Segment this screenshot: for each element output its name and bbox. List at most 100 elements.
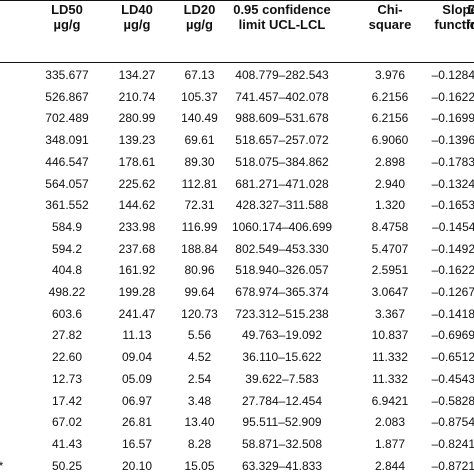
cell-ld40: 09.04	[121, 350, 153, 365]
cell-chi: 2.940	[374, 176, 406, 191]
cell-ld50: 498.22	[48, 285, 86, 299]
cell-slope: –0.126731	[431, 285, 474, 299]
cell-df: 4	[466, 285, 474, 299]
table-row: 67.02 26.81 13.40 95.511–52.909 2.083 –0.8754…	[0, 411, 474, 433]
cell-chi: 2.083	[374, 415, 406, 430]
cell-ld20: 69.61	[184, 133, 215, 148]
cell-ld20: 116.99	[181, 219, 218, 234]
cell-chi: 2.5951	[371, 263, 409, 278]
cell-ci: 49.763–19.092	[241, 328, 323, 343]
cell-ld50: 564.057	[45, 176, 89, 191]
cell-df: 4	[466, 90, 474, 104]
cell-ld40: 161.92	[118, 263, 156, 278]
column-header-df: Degre freedo	[466, 2, 474, 32]
cell-slope: –0.165391	[431, 198, 474, 213]
cell-chi: 1.320	[374, 198, 406, 213]
cell-ld40: 210.74	[118, 89, 156, 104]
table-row: 17.42 06.97 3.48 27.784–12.454 6.9421 –0.5828…	[0, 390, 474, 412]
cell-chi: 3.976	[374, 68, 406, 82]
cell-df: 4	[466, 242, 474, 256]
cell-slope: –0.824196	[431, 436, 474, 451]
table-row: 702.489 280.99 140.49 988.609–531.678 6.2156…	[0, 107, 474, 129]
cell-ci: 58.871–32.508	[241, 436, 323, 451]
cell-ld50: 361.552	[45, 198, 89, 213]
cell-chi: 8.4758	[371, 219, 409, 234]
table-row: n* 50.25 20.10 15.05 63.329–41.833 2.844 –0.87…	[0, 455, 474, 474]
cell-slope: –0.145411	[432, 219, 474, 234]
cell-ld50: 67.02	[51, 415, 83, 430]
cell-ld40: 20.10	[121, 458, 153, 473]
cell-ld50: 584.9	[51, 219, 83, 234]
cell-ld50: 594.2	[51, 241, 83, 256]
cell-ci: 27.784–12.454	[241, 393, 323, 408]
cell-ci: 518.940–326.057	[235, 263, 329, 278]
cell-df: 4	[466, 459, 474, 473]
cell-ld50: 526.867	[45, 89, 89, 104]
cell-df: 4	[466, 350, 474, 364]
cell-df: 4	[466, 263, 474, 277]
table-row: 22.60 09.04 4.52 36.110–15.622 11.332 –0.6512…	[0, 346, 474, 368]
cell-ld50: 348.091	[45, 133, 89, 148]
cell-ld40: 233.98	[118, 219, 156, 234]
cell-ld50: 335.677	[45, 68, 89, 82]
table-row: 27.82 11.13 5.56 49.763–19.092 10.837 –0.6969…	[0, 324, 474, 346]
cell-ci: 741.457–402.078	[235, 89, 329, 104]
cell-ld40: 26.81	[121, 415, 153, 430]
cell-ld20: 4.52	[187, 350, 212, 365]
cell-df: 4	[466, 394, 474, 408]
cell-slope: –0.149286	[431, 241, 474, 256]
cell-ci: 428.327–311.588	[235, 198, 329, 213]
column-header-ld50: LD50 µg/g	[51, 2, 83, 32]
cell-df: 4	[466, 68, 474, 82]
cell-ld20: 15.05	[184, 458, 215, 473]
table-row: 335.677 134.27 67.13 408.779–282.543 3.976 –0…	[0, 64, 474, 86]
cell-ld20: 2.54	[187, 371, 212, 386]
cell-ld40: 11.13	[122, 328, 152, 343]
column-header-ci: 0.95 confidence limit UCL-LCL	[233, 2, 331, 32]
table-top-rule	[0, 0, 474, 1]
cell-df: 4	[466, 307, 474, 321]
cell-ld40: 237.68	[118, 241, 156, 256]
cell-ci: 408.779–282.543	[235, 68, 329, 82]
cell-slope: –0.169926	[431, 111, 474, 126]
cell-ci: 63.329–41.833	[241, 458, 323, 473]
cell-ld20: 120.73	[181, 306, 218, 321]
cell-slope: –0.141853	[431, 306, 474, 321]
cell-chi: 5.4707	[371, 241, 409, 256]
table-row: 41.43 16.57 8.28 58.871–32.508 1.877 –0.82419…	[0, 433, 474, 455]
cell-chi: 6.9060	[371, 133, 409, 148]
cell-chi: 11.332	[372, 371, 408, 386]
cell-slope: –0.872107	[431, 458, 474, 473]
cell-slope: –0.582885	[431, 393, 474, 408]
cell-ld20: 13.40	[184, 415, 215, 430]
cell-chi: 3.0647	[371, 285, 409, 299]
cell-ci: 681.271–471.028	[235, 176, 329, 191]
cell-ld20: 72.31	[184, 198, 215, 213]
cell-ld50: 41.43	[51, 436, 83, 451]
table-row: 526.867 210.74 105.37 741.457–402.078 6.2156…	[0, 86, 474, 108]
cell-ci: 1060.174–406.699	[231, 219, 333, 234]
column-header-name: n	[0, 30, 10, 45]
cell-slope: –0.128442	[431, 68, 474, 82]
cell-ld20: 8.28	[187, 436, 212, 451]
cell-df: 4	[466, 220, 474, 234]
cell-slope: –0.651231	[431, 350, 474, 365]
table-row: 446.547 178.61 89.30 518.075–384.862 2.898 –0…	[0, 151, 474, 173]
cell-df: 4	[466, 415, 474, 429]
cell-ci: 36.110–15.622	[242, 350, 322, 365]
cell-ld50: 404.8	[51, 263, 83, 278]
cell-chi: 11.332	[372, 350, 408, 365]
cell-ld40: 144.62	[118, 198, 156, 213]
table-row: 12.73 05.09 2.54 39.622–7.583 11.332 –0.45433…	[0, 368, 474, 390]
cell-ld40: 139.23	[118, 133, 156, 148]
cell-ld50: 702.489	[45, 111, 89, 126]
cell-ci: 802.549–453.330	[235, 241, 329, 256]
cell-ci: 518.657–257.072	[235, 133, 329, 148]
cell-ld50: 27.82	[51, 328, 83, 343]
cell-ld20: 89.30	[184, 154, 215, 169]
cell-chi: 10.837	[371, 328, 409, 343]
cell-ld50: 50.25	[51, 458, 83, 473]
cell-chi: 2.898	[374, 154, 406, 169]
cell-slope: –0.875498	[431, 415, 474, 430]
